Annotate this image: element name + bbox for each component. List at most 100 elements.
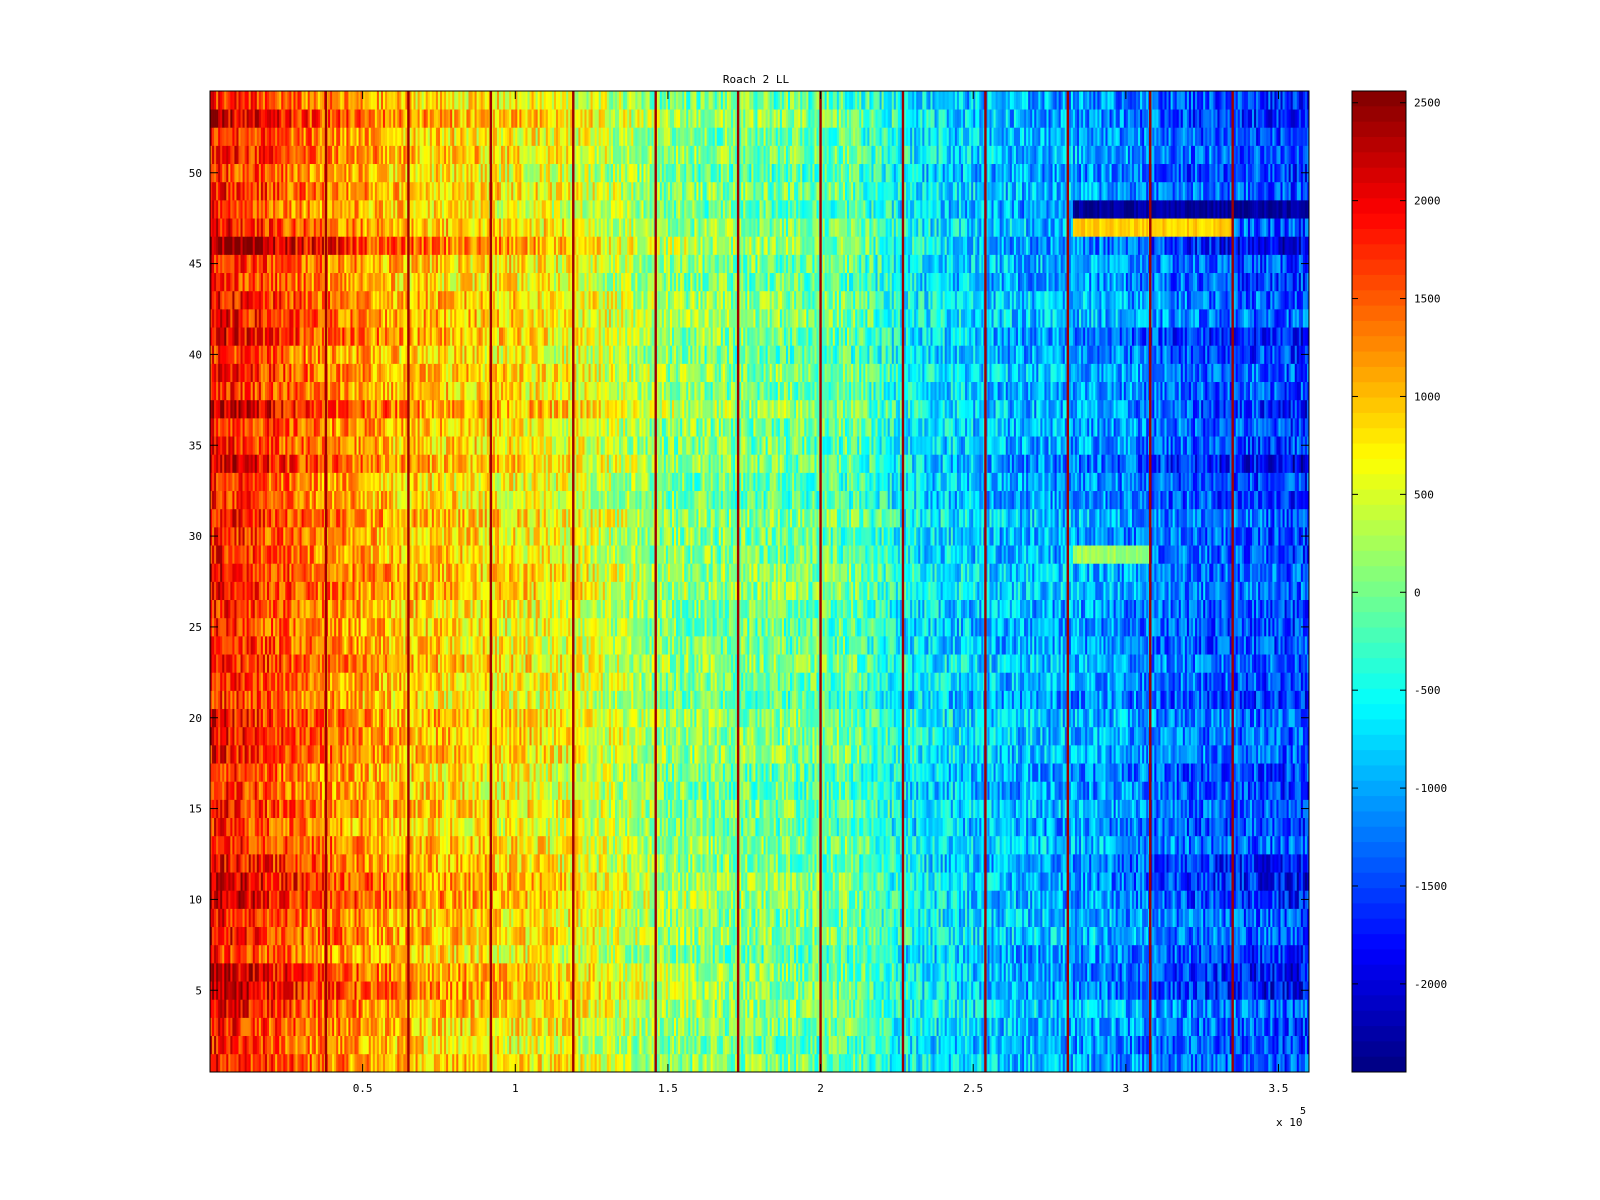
heatmap-cell bbox=[1207, 1018, 1209, 1037]
heatmap-cell bbox=[293, 927, 295, 946]
heatmap-cell bbox=[352, 927, 354, 946]
heatmap-cell bbox=[1240, 909, 1242, 928]
heatmap-cell bbox=[1004, 909, 1006, 928]
heatmap-cell bbox=[957, 1054, 959, 1073]
heatmap-cell bbox=[1185, 1018, 1187, 1037]
heatmap-cell bbox=[973, 1018, 975, 1037]
heatmap-cell bbox=[1138, 1036, 1140, 1055]
heatmap-cell bbox=[379, 963, 381, 982]
heatmap-cell bbox=[1059, 981, 1061, 1000]
heatmap-cell bbox=[886, 945, 888, 964]
heatmap-cell bbox=[698, 1036, 700, 1055]
heatmap-cell bbox=[1000, 981, 1002, 1000]
heatmap-cell bbox=[1169, 999, 1171, 1018]
heatmap-cell bbox=[1181, 1036, 1183, 1055]
heatmap-cell bbox=[446, 945, 448, 964]
heatmap-cell bbox=[1224, 963, 1226, 982]
heatmap-cell bbox=[521, 963, 523, 982]
heatmap-cell bbox=[1152, 909, 1154, 928]
heatmap-cell bbox=[788, 963, 790, 982]
heatmap-cell bbox=[886, 981, 888, 1000]
heatmap-cell bbox=[365, 981, 367, 1000]
heatmap-cell bbox=[365, 927, 367, 946]
heatmap-cell bbox=[318, 963, 320, 982]
heatmap-cell bbox=[1303, 963, 1305, 982]
heatmap-cell bbox=[501, 963, 503, 982]
heatmap-cell bbox=[493, 999, 495, 1018]
heatmap-cell bbox=[428, 890, 430, 909]
heatmap-cell bbox=[611, 1036, 613, 1055]
heatmap-cell bbox=[285, 999, 287, 1018]
heatmap-cell bbox=[1189, 963, 1191, 982]
heatmap-cell bbox=[764, 1018, 766, 1037]
heatmap-cell bbox=[800, 909, 802, 928]
heatmap-cell bbox=[1278, 945, 1280, 964]
heatmap-cell bbox=[694, 945, 696, 964]
heatmap-cell bbox=[847, 1036, 849, 1055]
heatmap-cell bbox=[906, 981, 908, 1000]
heatmap-cell bbox=[348, 1036, 350, 1055]
heatmap-cell bbox=[1004, 1036, 1006, 1055]
heatmap-cell bbox=[1303, 1036, 1305, 1055]
heatmap-cell bbox=[525, 999, 527, 1018]
heatmap-cell bbox=[589, 1054, 591, 1073]
heatmap-cell bbox=[965, 981, 967, 1000]
heatmap-cell bbox=[977, 1036, 979, 1055]
heatmap-cell bbox=[768, 981, 770, 1000]
heatmap-cell bbox=[918, 909, 920, 928]
heatmap-cell bbox=[969, 981, 971, 1000]
heatmap-cell bbox=[1028, 1018, 1030, 1037]
heatmap-cell bbox=[475, 1018, 477, 1037]
heatmap-cell bbox=[725, 1018, 727, 1037]
heatmap-cell bbox=[281, 890, 283, 909]
heatmap-cell bbox=[593, 1054, 595, 1073]
heatmap-cell bbox=[517, 1036, 519, 1055]
heatmap-cell bbox=[1101, 927, 1103, 946]
heatmap-cell bbox=[1093, 1036, 1095, 1055]
heatmap-cell bbox=[446, 927, 448, 946]
heatmap-cell bbox=[1024, 927, 1026, 946]
heatmap-cell bbox=[344, 909, 346, 928]
heatmap-cell bbox=[1283, 927, 1285, 946]
heatmap-cell bbox=[580, 927, 582, 946]
heatmap-cell bbox=[391, 999, 393, 1018]
heatmap-cell bbox=[424, 963, 426, 982]
heatmap-cell bbox=[544, 981, 546, 1000]
heatmap-cell bbox=[1203, 945, 1205, 964]
heatmap-cell bbox=[721, 1018, 723, 1037]
heatmap-cell bbox=[627, 927, 629, 946]
heatmap-cell bbox=[957, 945, 959, 964]
heatmap-cell bbox=[584, 999, 586, 1018]
heatmap-cell bbox=[1028, 927, 1030, 946]
heatmap-cell bbox=[796, 1036, 798, 1055]
heatmap-cell bbox=[1193, 927, 1195, 946]
heatmap-cell bbox=[1215, 1054, 1217, 1073]
heatmap-cell bbox=[690, 945, 692, 964]
heatmap-cell bbox=[255, 963, 257, 982]
heatmap-cell bbox=[399, 945, 401, 964]
heatmap-cell bbox=[1258, 1018, 1260, 1037]
heatmap-cell bbox=[1203, 909, 1205, 928]
heatmap-cell bbox=[1224, 1018, 1226, 1037]
heatmap-cell bbox=[1189, 909, 1191, 928]
heatmap-cell bbox=[454, 1036, 456, 1055]
heatmap-cell bbox=[1258, 909, 1260, 928]
heatmap-cell bbox=[603, 909, 605, 928]
heatmap-cell bbox=[289, 945, 291, 964]
heatmap-cell bbox=[1291, 981, 1293, 1000]
heatmap-cell bbox=[869, 1036, 871, 1055]
heatmap-cell bbox=[890, 945, 892, 964]
heatmap-cell bbox=[580, 945, 582, 964]
heatmap-cell bbox=[599, 1018, 601, 1037]
heatmap-cell bbox=[375, 945, 377, 964]
heatmap-cell bbox=[580, 963, 582, 982]
heatmap-cell bbox=[328, 890, 330, 909]
heatmap-cell bbox=[302, 909, 304, 928]
heatmap-cell bbox=[886, 999, 888, 1018]
heatmap-cell bbox=[768, 999, 770, 1018]
heatmap-cell bbox=[222, 1054, 224, 1073]
heatmap-cell bbox=[992, 909, 994, 928]
heatmap-cell bbox=[745, 1054, 747, 1073]
heatmap-cell bbox=[945, 1054, 947, 1073]
heatmap-cell bbox=[1071, 1054, 1073, 1073]
